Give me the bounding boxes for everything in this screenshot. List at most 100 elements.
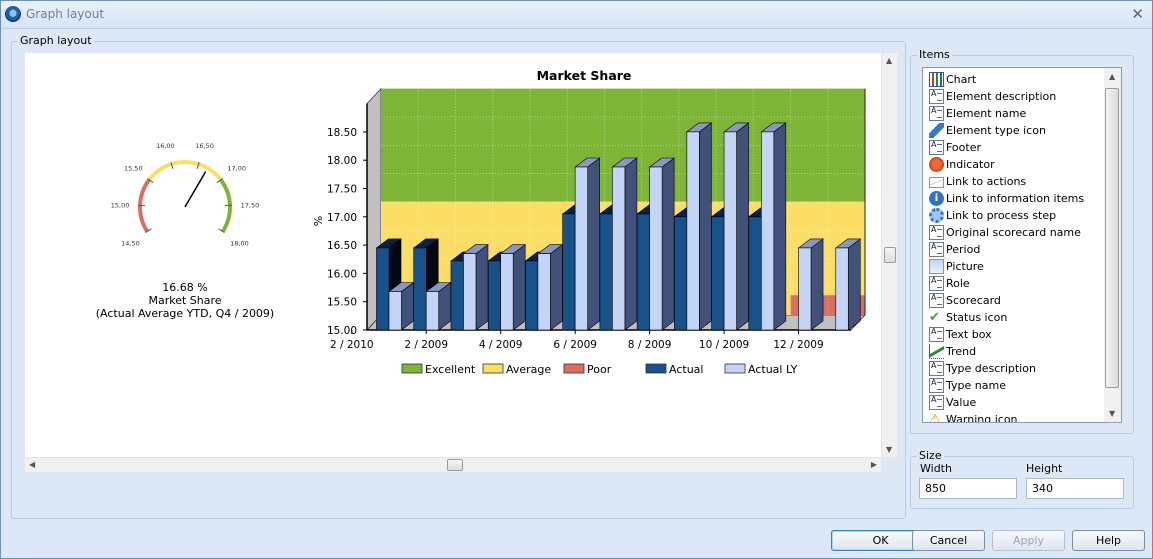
x-tick-label: 2 / 2010 bbox=[330, 339, 374, 351]
cancel-button[interactable]: Cancel bbox=[912, 530, 985, 551]
list-item-label: Role bbox=[946, 277, 970, 290]
excellent-band bbox=[492, 88, 531, 202]
list-item[interactable]: Element description bbox=[929, 88, 1056, 105]
excellent-band bbox=[455, 88, 494, 202]
ruler-icon bbox=[929, 123, 944, 138]
actual-ly-bar-side bbox=[773, 122, 787, 331]
preview-vertical-scrollbar[interactable]: ▲ ▼ bbox=[881, 53, 897, 457]
help-button[interactable]: Help bbox=[1072, 530, 1145, 551]
actual-ly-bar-side bbox=[550, 243, 563, 331]
actual-ly-bar-side bbox=[847, 238, 861, 331]
scroll-down-icon[interactable]: ▼ bbox=[1109, 409, 1116, 418]
list-item[interactable]: ✔ Status icon bbox=[929, 309, 1007, 326]
list-item[interactable]: Type name bbox=[929, 377, 1006, 394]
gauge-tick-label: 16,00 bbox=[156, 142, 175, 150]
actual-ly-bar-side bbox=[512, 243, 526, 331]
height-input[interactable]: 340 bbox=[1026, 478, 1124, 499]
size-group-label: Size bbox=[917, 449, 944, 462]
scroll-up-icon[interactable]: ▲ bbox=[886, 56, 893, 65]
items-list[interactable]: ⚠ Warning icon Value Type name Type descript… bbox=[922, 67, 1122, 423]
preview-horizontal-scrollbar[interactable]: ◀ ▶ bbox=[25, 457, 881, 472]
list-item[interactable]: Element type icon bbox=[929, 122, 1046, 139]
y-tick-label: 16.50 bbox=[327, 240, 357, 252]
gauge-tick bbox=[216, 178, 223, 184]
list-item[interactable]: Picture bbox=[929, 258, 984, 275]
size-group: Size bbox=[910, 449, 1134, 509]
x-tick-label: 2 / 2009 bbox=[404, 339, 448, 351]
horizontal-scroll-thumb[interactable] bbox=[447, 459, 463, 471]
gear-icon bbox=[929, 208, 944, 223]
actual-ly-bar-side bbox=[587, 157, 600, 331]
scroll-down-icon[interactable]: ▼ bbox=[886, 445, 893, 454]
scroll-left-icon[interactable]: ◀ bbox=[29, 460, 36, 469]
list-item[interactable]: Trend bbox=[929, 343, 976, 360]
list-item[interactable]: Element name bbox=[929, 105, 1026, 122]
vertical-scroll-thumb[interactable] bbox=[884, 247, 896, 263]
legend-label: Actual bbox=[669, 363, 703, 376]
text-field-icon bbox=[929, 276, 944, 291]
actual-ly-bar bbox=[537, 253, 551, 331]
app-icon bbox=[5, 6, 21, 22]
legend-swatch-excellent bbox=[401, 363, 423, 374]
list-item-label: Footer bbox=[946, 141, 981, 154]
legend-swatch-actual-ly bbox=[724, 363, 746, 374]
gauge-value: 16.68 % bbox=[162, 281, 208, 294]
actual-ly-bar-side bbox=[624, 157, 638, 331]
list-item[interactable]: Type description bbox=[929, 360, 1036, 377]
actual-ly-bar-side bbox=[475, 243, 489, 331]
legend-label: Average bbox=[506, 363, 551, 376]
list-item[interactable]: Link to actions bbox=[929, 173, 1026, 190]
list-item[interactable]: Value bbox=[929, 394, 976, 411]
gauge-needle bbox=[184, 171, 207, 208]
list-item-label: Warning icon bbox=[946, 413, 1018, 423]
list-item-label: Element type icon bbox=[946, 124, 1046, 137]
legend-swatch-average bbox=[482, 363, 504, 374]
text-field-icon bbox=[929, 242, 944, 257]
gauge-tick bbox=[145, 228, 152, 234]
list-item-label: Type description bbox=[946, 362, 1036, 375]
scroll-up-icon[interactable]: ▲ bbox=[1109, 72, 1116, 81]
width-label: Width bbox=[920, 462, 952, 475]
close-icon[interactable]: ✕ bbox=[1131, 5, 1144, 23]
list-item[interactable]: Link to process step bbox=[929, 207, 1056, 224]
y-tick-label: 16.00 bbox=[327, 268, 357, 280]
picture-icon bbox=[929, 259, 944, 274]
actual-ly-bar bbox=[425, 291, 440, 331]
x-tick-label: 12 / 2009 bbox=[773, 339, 823, 351]
list-item[interactable]: Chart bbox=[929, 71, 976, 88]
list-item[interactable]: Original scorecard name bbox=[929, 224, 1081, 241]
excellent-band bbox=[827, 88, 866, 202]
text-field-icon bbox=[929, 378, 944, 393]
scroll-right-icon[interactable]: ▶ bbox=[870, 460, 877, 469]
list-item[interactable]: i Link to information items bbox=[929, 190, 1084, 207]
gauge-tick-label: 15,00 bbox=[111, 202, 130, 210]
width-input[interactable]: 850 bbox=[919, 478, 1017, 499]
list-item-label: Chart bbox=[946, 73, 977, 86]
actual-bar bbox=[525, 260, 539, 331]
y-axis-label: % bbox=[312, 216, 325, 226]
list-item[interactable]: Footer bbox=[929, 139, 981, 156]
list-item[interactable]: Period bbox=[929, 241, 980, 258]
actual-ly-bar bbox=[649, 166, 663, 331]
text-field-icon bbox=[929, 327, 944, 342]
list-item[interactable]: Text box bbox=[929, 326, 992, 343]
actual-bar bbox=[376, 247, 390, 331]
apply-button[interactable]: Apply bbox=[992, 530, 1065, 551]
graph-layout-group: Graph layout bbox=[11, 34, 906, 519]
gauge-name: Market Share bbox=[148, 294, 222, 307]
gauge-tick-label: 17,50 bbox=[241, 202, 260, 210]
list-item[interactable]: ⚠ Warning icon bbox=[929, 411, 1018, 423]
list-item[interactable]: Role bbox=[929, 275, 970, 292]
gauge-tick-label: 14,50 bbox=[121, 239, 140, 247]
list-scroll-thumb[interactable] bbox=[1105, 88, 1119, 388]
list-item-label: Type name bbox=[946, 379, 1006, 392]
list-item[interactable]: Indicator bbox=[929, 156, 995, 173]
list-item[interactable]: Scorecard bbox=[929, 292, 1001, 309]
list-item-label: Element description bbox=[946, 90, 1057, 103]
gauge-tick-label: 17,00 bbox=[227, 165, 246, 173]
items-list-scrollbar[interactable]: ▲ ▼ bbox=[1104, 68, 1121, 422]
market-share-chart: Market Share 15.00 15.50 16.00 16.50 17.00 17.… bbox=[312, 68, 866, 376]
actual-ly-bar-side bbox=[699, 122, 712, 331]
actual-bar bbox=[599, 213, 613, 331]
actual-ly-bar-side bbox=[661, 157, 675, 331]
